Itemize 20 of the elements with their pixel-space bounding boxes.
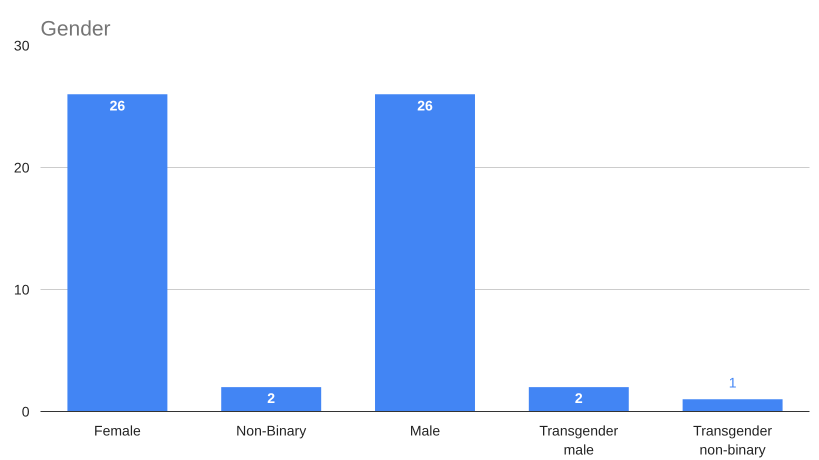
x-tick-label: Non-Binary [236, 422, 306, 438]
data-label: 26 [110, 97, 126, 114]
bar [221, 387, 322, 412]
x-tick-label: Transgender non-binary [693, 422, 772, 458]
data-label: 26 [417, 97, 433, 114]
bar [528, 387, 629, 412]
data-label: 2 [267, 390, 276, 406]
data-label: 1 [728, 374, 737, 390]
bar [375, 94, 475, 412]
data-label: 2 [574, 390, 583, 406]
x-tick-label: Transgender male [539, 422, 619, 458]
y-tick-label: 30 [14, 38, 30, 54]
x-tick-label: Female [94, 422, 141, 438]
y-tick-label: 10 [14, 282, 30, 298]
bar [682, 399, 783, 412]
y-tick-label: 0 [22, 404, 30, 420]
x-tick-label: Male [410, 422, 440, 438]
y-tick-label: 20 [14, 160, 30, 176]
bar [67, 94, 168, 412]
chart-title: Gender [40, 18, 111, 40]
